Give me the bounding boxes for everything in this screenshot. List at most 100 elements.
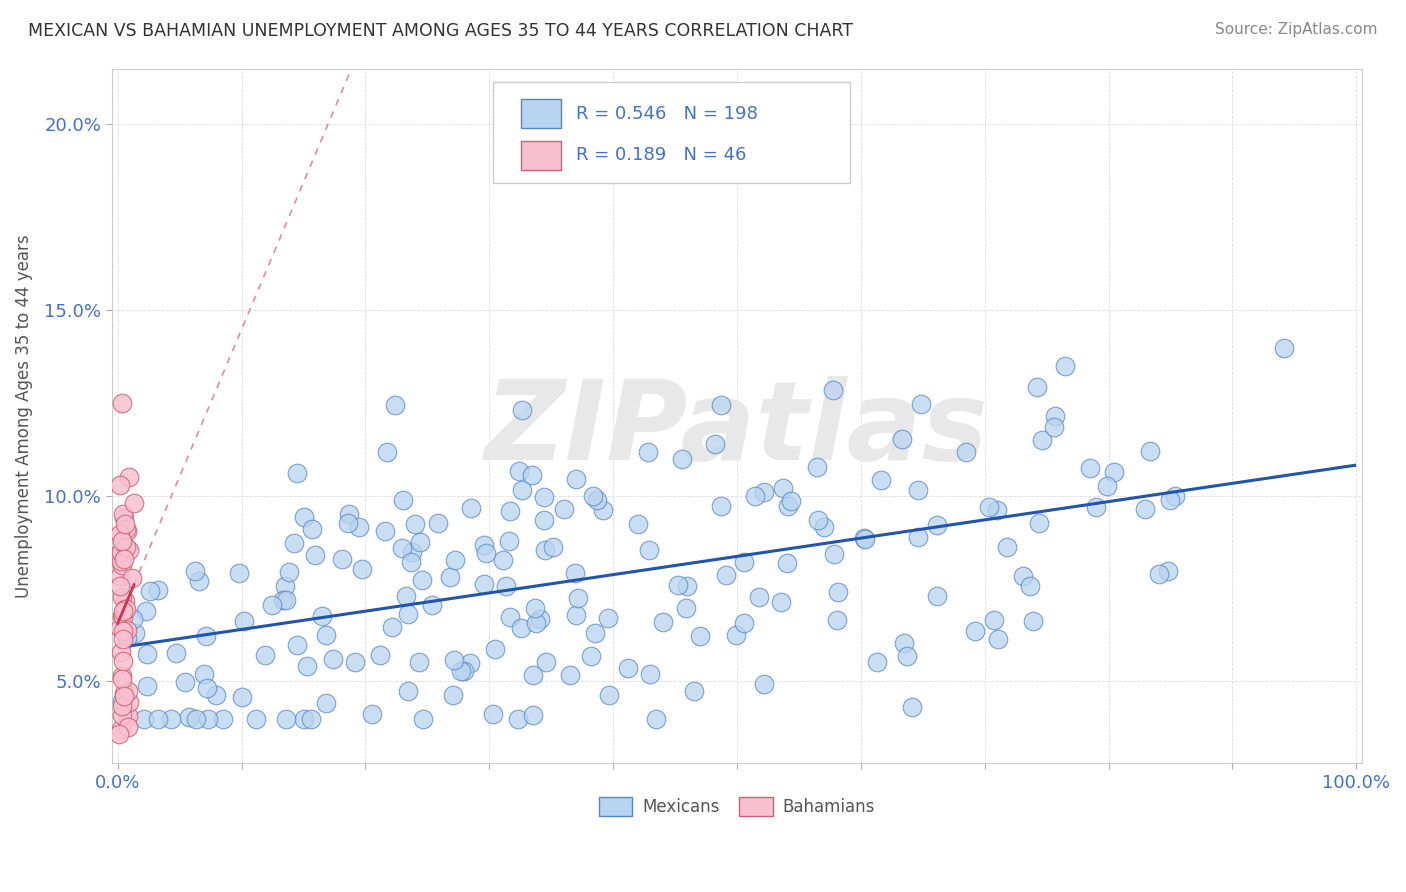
Point bbox=[444, 552, 467, 566]
Point bbox=[806, 459, 828, 474]
Point bbox=[114, 594, 136, 608]
Point bbox=[276, 712, 298, 726]
Point bbox=[173, 674, 195, 689]
Point bbox=[165, 646, 187, 660]
Point bbox=[228, 566, 250, 581]
Point bbox=[813, 519, 835, 533]
Point bbox=[498, 533, 520, 548]
Point bbox=[638, 667, 661, 681]
Point bbox=[979, 500, 1001, 515]
Point bbox=[825, 613, 848, 627]
Point bbox=[598, 688, 620, 702]
Point bbox=[271, 593, 294, 607]
Point bbox=[617, 661, 640, 675]
Point bbox=[995, 540, 1018, 554]
Point bbox=[112, 552, 135, 566]
Point bbox=[1156, 565, 1178, 579]
Point bbox=[710, 500, 733, 514]
Point bbox=[852, 532, 875, 546]
Point bbox=[197, 712, 219, 726]
Point bbox=[110, 554, 132, 568]
Point bbox=[627, 516, 650, 531]
Point bbox=[285, 639, 308, 653]
Point bbox=[769, 595, 792, 609]
Point bbox=[110, 645, 132, 659]
Point bbox=[1028, 516, 1050, 530]
Point bbox=[1159, 493, 1181, 508]
Point bbox=[710, 398, 733, 412]
Point bbox=[373, 524, 395, 539]
Point bbox=[422, 599, 444, 613]
Point bbox=[1164, 489, 1187, 503]
Point bbox=[1021, 614, 1043, 628]
FancyBboxPatch shape bbox=[494, 82, 849, 183]
Point bbox=[111, 608, 134, 623]
Point bbox=[1045, 409, 1067, 423]
Point bbox=[112, 686, 135, 700]
Point bbox=[752, 677, 775, 691]
Point bbox=[336, 516, 359, 530]
Point bbox=[254, 648, 277, 662]
Point bbox=[194, 629, 217, 643]
Point bbox=[124, 626, 146, 640]
Point bbox=[1054, 359, 1077, 373]
Point bbox=[426, 516, 449, 531]
Point bbox=[827, 585, 849, 599]
Point bbox=[524, 615, 547, 630]
Point bbox=[779, 493, 801, 508]
Point bbox=[179, 709, 201, 723]
Point bbox=[564, 566, 586, 580]
Point bbox=[391, 541, 413, 555]
Point bbox=[564, 472, 586, 486]
Point bbox=[893, 636, 915, 650]
Point bbox=[361, 706, 384, 721]
Point bbox=[637, 543, 659, 558]
Point bbox=[412, 712, 434, 726]
Point bbox=[396, 607, 419, 622]
Point bbox=[115, 541, 138, 555]
Point bbox=[506, 712, 529, 726]
Point bbox=[114, 689, 136, 703]
Point bbox=[821, 384, 844, 398]
Point bbox=[404, 516, 426, 531]
Point bbox=[733, 555, 755, 569]
Point bbox=[245, 712, 267, 726]
Point bbox=[297, 659, 319, 673]
Point bbox=[752, 485, 775, 500]
Point bbox=[195, 681, 218, 695]
Point bbox=[533, 513, 555, 527]
Point bbox=[401, 545, 423, 559]
Point bbox=[301, 522, 323, 536]
Point bbox=[110, 722, 132, 736]
Point bbox=[121, 571, 143, 585]
Point bbox=[115, 601, 138, 615]
Point bbox=[1104, 465, 1126, 479]
Point bbox=[776, 499, 799, 513]
Point bbox=[350, 562, 373, 576]
Text: ZIPatlas: ZIPatlas bbox=[485, 376, 988, 483]
Point bbox=[1043, 420, 1066, 434]
Point bbox=[499, 504, 522, 518]
Point bbox=[111, 673, 134, 687]
Point bbox=[292, 510, 315, 524]
Point bbox=[564, 608, 586, 623]
Point bbox=[184, 564, 207, 578]
Text: MEXICAN VS BAHAMIAN UNEMPLOYMENT AMONG AGES 35 TO 44 YEARS CORRELATION CHART: MEXICAN VS BAHAMIAN UNEMPLOYMENT AMONG A… bbox=[28, 22, 853, 40]
Point bbox=[441, 688, 464, 702]
Point bbox=[733, 616, 755, 631]
Point bbox=[1018, 579, 1040, 593]
Point bbox=[117, 524, 139, 538]
Point bbox=[484, 642, 506, 657]
Point bbox=[987, 632, 1010, 647]
Point bbox=[262, 598, 284, 612]
Point bbox=[111, 699, 134, 714]
Point bbox=[955, 445, 977, 459]
Point bbox=[510, 403, 533, 417]
Point bbox=[443, 653, 465, 667]
Point bbox=[337, 507, 360, 521]
Point bbox=[522, 467, 544, 482]
Point bbox=[1139, 443, 1161, 458]
Point bbox=[676, 579, 699, 593]
Point bbox=[492, 553, 515, 567]
Point bbox=[111, 669, 134, 683]
